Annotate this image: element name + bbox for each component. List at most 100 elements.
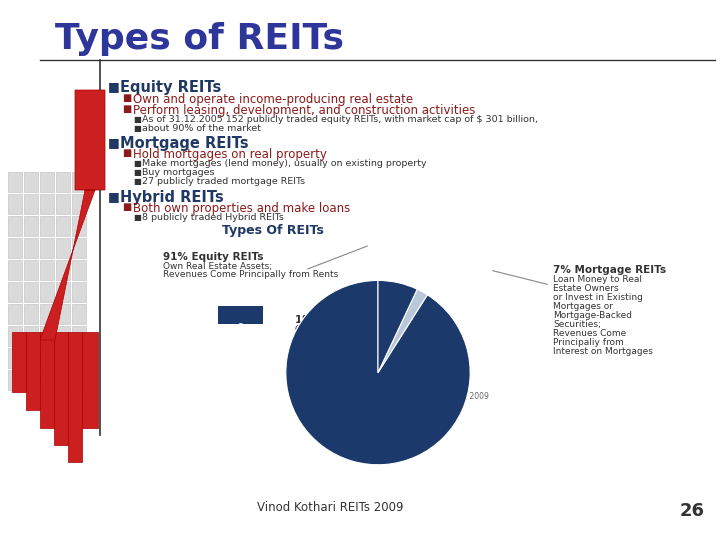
Text: 8 publicly traded Hybrid REITs: 8 publicly traded Hybrid REITs: [142, 213, 284, 222]
Bar: [40, 304, 54, 324]
Bar: [8, 304, 22, 324]
Text: ■: ■: [122, 104, 131, 114]
Bar: [40, 370, 54, 390]
Text: ■: ■: [108, 136, 120, 149]
Bar: [56, 282, 70, 302]
Bar: [24, 304, 38, 324]
Bar: [72, 282, 86, 302]
Text: 26: 26: [680, 502, 705, 520]
Bar: [24, 172, 38, 192]
Text: Make mortgages (lend money), usually on existing property: Make mortgages (lend money), usually on …: [142, 159, 427, 168]
Bar: [24, 326, 38, 346]
Bar: [40, 282, 54, 302]
Text: Estate Owners: Estate Owners: [553, 284, 618, 293]
Bar: [56, 238, 70, 258]
Bar: [72, 194, 86, 214]
Text: ■: ■: [133, 213, 141, 222]
Text: about 90% of the market: about 90% of the market: [142, 124, 261, 133]
Bar: [40, 348, 54, 368]
Bar: [56, 216, 70, 236]
Bar: [68, 332, 82, 462]
Text: As of 31.12.2005 152 publicly traded equity REITs, with market cap of $ 301 bill: As of 31.12.2005 152 publicly traded equ…: [142, 115, 538, 124]
Text: Vinod Kothari REITs 2009: Vinod Kothari REITs 2009: [257, 501, 403, 514]
Bar: [40, 326, 54, 346]
Bar: [72, 370, 86, 390]
Bar: [40, 260, 54, 280]
Bar: [8, 282, 22, 302]
Bar: [56, 370, 70, 390]
Bar: [24, 282, 38, 302]
Text: or Invest in Existing: or Invest in Existing: [553, 293, 643, 302]
Bar: [56, 194, 70, 214]
Text: 6: 6: [237, 323, 243, 333]
Bar: [72, 216, 86, 236]
Bar: [56, 304, 70, 324]
Text: Mortgage-Backed: Mortgage-Backed: [553, 311, 632, 320]
Text: Hybrid REITs: Hybrid REITs: [120, 190, 224, 205]
Text: ■: ■: [108, 80, 120, 93]
Text: Perform leasing, development, and construction activities: Perform leasing, development, and constr…: [133, 104, 475, 117]
Text: Principaliy from: Principaliy from: [553, 338, 624, 347]
Bar: [8, 172, 22, 192]
Bar: [72, 172, 86, 192]
Text: Revenues Come Principally from Rents: Revenues Come Principally from Rents: [163, 270, 338, 279]
Bar: [8, 238, 22, 258]
Text: Buy mortgages: Buy mortgages: [142, 168, 215, 177]
Bar: [56, 172, 70, 192]
Text: Both own properties and make loans: Both own properties and make loans: [133, 202, 350, 215]
Text: Source: NAREIT: Source: NAREIT: [402, 399, 462, 408]
Bar: [24, 370, 38, 390]
Bar: [218, 306, 263, 324]
Text: Loan Money to Real: Loan Money to Real: [553, 275, 642, 284]
Text: ■: ■: [122, 93, 131, 103]
Bar: [8, 194, 22, 214]
Text: ■: ■: [133, 177, 141, 186]
Bar: [24, 194, 38, 214]
Text: 1% Hybrid REITs: 1% Hybrid REITs: [295, 315, 390, 325]
Text: 27 publicly traded mortgage REITs: 27 publicly traded mortgage REITs: [142, 177, 305, 186]
Text: Types Of REITs: Types Of REITs: [222, 224, 324, 237]
Text: 7% Mortgage REITs: 7% Mortgage REITs: [553, 265, 666, 275]
Text: Mortgage REITs: Mortgage REITs: [120, 136, 248, 151]
Bar: [24, 216, 38, 236]
Text: Types of REITs: Types of REITs: [55, 22, 344, 56]
Text: Mortgages or: Mortgages or: [553, 302, 613, 311]
Text: In re REITs, as of June 8, 2009: In re REITs, as of June 8, 2009: [376, 392, 488, 401]
Text: ■: ■: [122, 148, 131, 158]
Bar: [8, 260, 22, 280]
Text: Equity REITs: Equity REITs: [120, 80, 221, 95]
Bar: [40, 332, 54, 428]
Bar: [56, 260, 70, 280]
Bar: [72, 238, 86, 258]
Text: ■: ■: [133, 159, 141, 168]
Text: of Equity and: of Equity and: [295, 341, 355, 350]
Text: Mortgage REITs: Mortgage REITs: [295, 349, 364, 358]
Bar: [24, 260, 38, 280]
Text: Combine the: Combine the: [295, 325, 353, 334]
Text: ■: ■: [133, 168, 141, 177]
Text: Securities;: Securities;: [553, 320, 601, 329]
Text: 91% Equity REITs: 91% Equity REITs: [163, 252, 264, 262]
Text: Own Real Estate Assets;: Own Real Estate Assets;: [163, 262, 272, 271]
Bar: [24, 348, 38, 368]
Bar: [72, 304, 86, 324]
Bar: [26, 332, 40, 410]
Polygon shape: [40, 90, 105, 340]
Text: ■: ■: [133, 115, 141, 124]
Bar: [56, 326, 70, 346]
Bar: [12, 332, 26, 392]
Bar: [24, 238, 38, 258]
Bar: [40, 194, 54, 214]
Wedge shape: [378, 289, 428, 373]
Bar: [8, 348, 22, 368]
Text: ■: ■: [122, 202, 131, 212]
Bar: [40, 238, 54, 258]
Text: Hold mortgages on real property: Hold mortgages on real property: [133, 148, 327, 161]
Text: Revenues Come: Revenues Come: [553, 329, 626, 338]
Bar: [40, 216, 54, 236]
Bar: [72, 326, 86, 346]
Bar: [8, 326, 22, 346]
Text: Own and operate income-producing real estate: Own and operate income-producing real es…: [133, 93, 413, 106]
Text: Interest on Mortgages: Interest on Mortgages: [553, 347, 653, 356]
Text: ■: ■: [108, 190, 120, 203]
